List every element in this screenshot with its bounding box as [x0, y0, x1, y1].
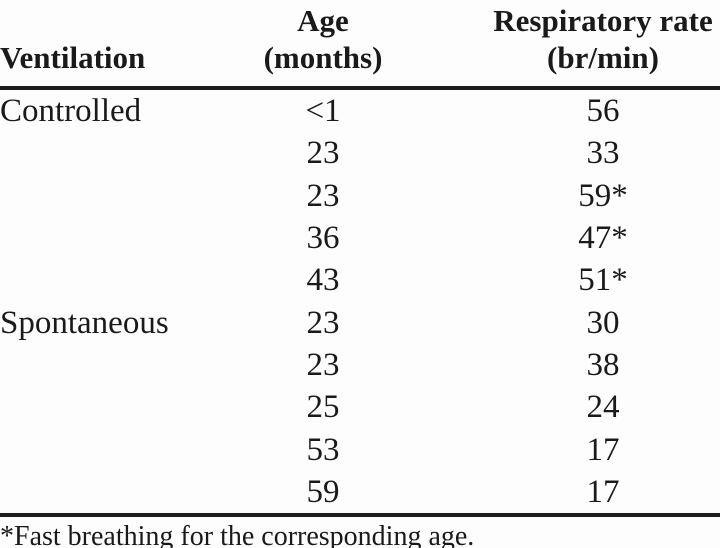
cell-ventilation	[0, 428, 240, 470]
cell-age: 36	[306, 220, 340, 257]
cell-ventilation	[0, 217, 240, 259]
cell-respiratory-rate: 38	[586, 346, 620, 383]
column-header-ventilation: Ventilation	[0, 0, 240, 90]
cell-ventilation	[0, 470, 240, 517]
table-row: Controlled <1 56	[0, 88, 720, 132]
table-row: 23 38	[0, 344, 720, 386]
cell-respiratory-rate: 59*	[578, 177, 628, 214]
cell-respiratory-rate: 47*	[578, 220, 628, 257]
cell-ventilation: Spontaneous	[0, 304, 169, 341]
column-header-age: Age (months)	[240, 0, 406, 90]
cell-age: <1	[305, 93, 341, 130]
column-header-age-line2: (months)	[263, 40, 383, 75]
cell-age: 23	[306, 304, 340, 341]
cell-ventilation	[0, 175, 240, 217]
cell-respiratory-rate: 33	[586, 135, 620, 172]
cell-ventilation	[0, 132, 240, 174]
cell-age: 43	[306, 262, 340, 299]
cell-respiratory-rate: 56	[586, 93, 620, 130]
table-row: 36 47*	[0, 217, 720, 259]
cell-respiratory-rate: 17	[586, 431, 620, 468]
table-row: 23 59*	[0, 175, 720, 217]
table-row: 59 17	[0, 470, 720, 517]
cell-age: 23	[306, 346, 340, 383]
cell-ventilation	[0, 344, 240, 386]
column-header-ventilation-label: Ventilation	[0, 40, 146, 75]
cell-age: 53	[306, 431, 340, 468]
header-row: Ventilation Age (months) Respiratory rat…	[0, 0, 720, 90]
column-header-rate-line2: (br/min)	[547, 40, 659, 75]
table-body: Controlled <1 56 23 33 23 59* 36 47*	[0, 88, 720, 517]
table-footnote: *Fast breathing for the corresponding ag…	[0, 520, 475, 548]
ventilation-respiratory-table: Ventilation Age (months) Respiratory rat…	[0, 0, 720, 517]
cell-ventilation	[0, 386, 240, 428]
table-row: Spontaneous 23 30	[0, 301, 720, 343]
cell-respiratory-rate: 24	[586, 389, 620, 426]
cell-age: 23	[306, 135, 340, 172]
table-row: 23 33	[0, 132, 720, 174]
table-row: 53 17	[0, 428, 720, 470]
cell-respiratory-rate: 51*	[578, 262, 628, 299]
cell-ventilation: Controlled	[0, 93, 142, 130]
cell-ventilation	[0, 259, 240, 301]
cell-age: 23	[306, 177, 340, 214]
table-row: 43 51*	[0, 259, 720, 301]
cell-age: 59	[240, 470, 406, 517]
column-header-age-line1: Age	[297, 3, 349, 38]
table-row: 25 24	[0, 386, 720, 428]
column-header-respiratory-rate: Respiratory rate (br/min)	[406, 0, 720, 90]
cell-respiratory-rate: 30	[586, 304, 620, 341]
cell-age: 25	[306, 389, 340, 426]
column-header-rate-line1: Respiratory rate	[493, 3, 713, 38]
table-header: Ventilation Age (months) Respiratory rat…	[0, 0, 720, 90]
cell-respiratory-rate: 17	[406, 470, 720, 517]
